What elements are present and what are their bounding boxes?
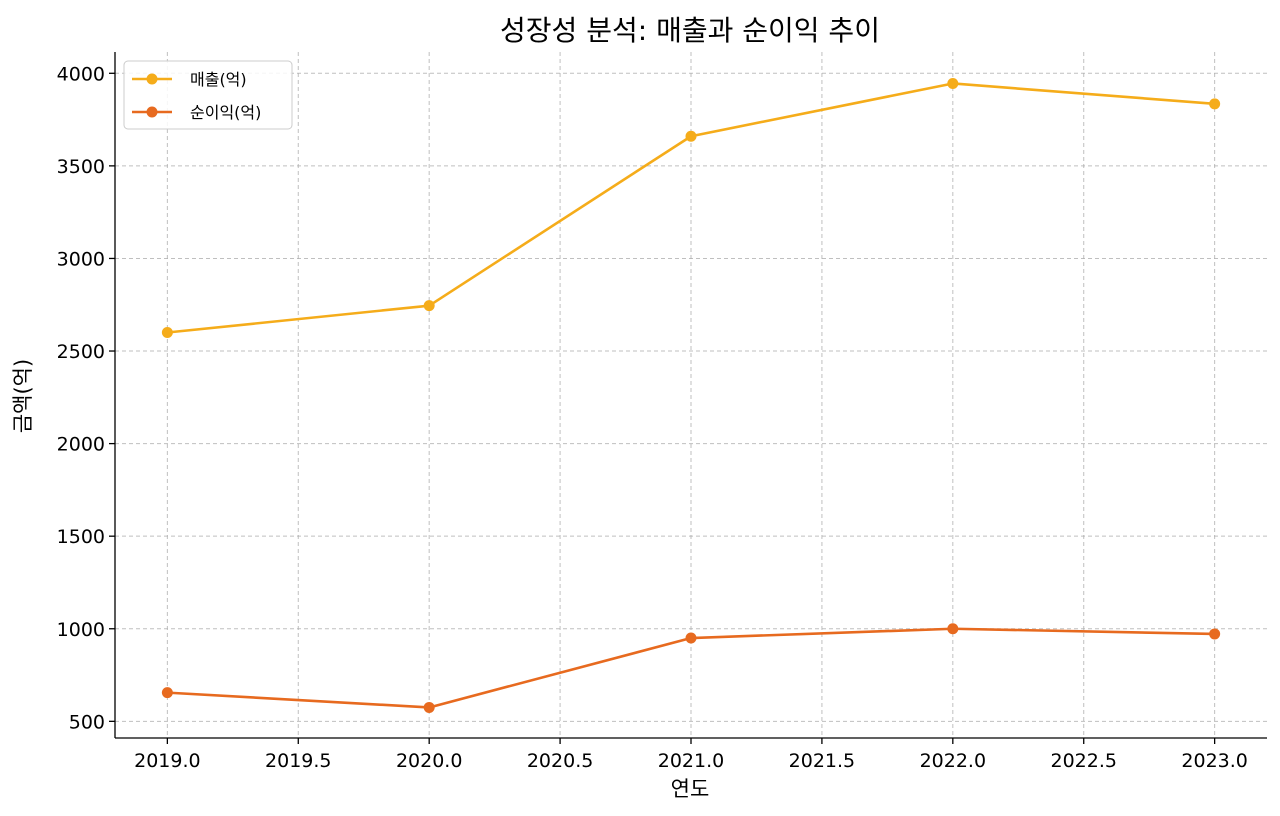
x-axis-label: 연도 — [671, 777, 710, 801]
x-tick-label: 2020.5 — [527, 750, 593, 772]
data-point-net-income — [947, 623, 959, 635]
chart-title: 성장성 분석: 매출과 순이익 추이 — [500, 14, 880, 47]
legend-label-net-income: 순이익(억) — [190, 103, 261, 122]
grid — [115, 52, 1267, 738]
data-point-net-income — [161, 687, 173, 699]
x-tick-label: 2022.5 — [1050, 750, 1116, 772]
y-tick-label: 3000 — [57, 248, 105, 270]
y-tick-label: 1000 — [57, 619, 105, 641]
x-tick-label: 2019.0 — [134, 750, 200, 772]
x-tick-label: 2023.0 — [1181, 750, 1247, 772]
axes: 2019.0 2019.5 2020.0 2020.5 2021.0 2021.5 2022… — [57, 52, 1267, 772]
data-point-net-income — [685, 632, 697, 644]
legend: 매출(억) 순이익(억) — [123, 60, 293, 130]
y-tick-label: 1500 — [57, 526, 105, 548]
data-point-revenue — [947, 77, 959, 89]
y-tick-label: 2000 — [57, 434, 105, 456]
data-point-revenue — [423, 300, 435, 312]
y-tick-label: 500 — [69, 711, 105, 733]
x-tick-label: 2019.5 — [265, 750, 331, 772]
data-point-revenue — [1209, 98, 1221, 110]
x-tick-label: 2022.0 — [920, 750, 986, 772]
x-tick-label: 2020.0 — [396, 750, 462, 772]
legend-marker-net-income — [146, 106, 158, 118]
x-tick-label: 2021.5 — [789, 750, 855, 772]
series — [161, 77, 1221, 713]
x-tick-label: 2021.0 — [658, 750, 724, 772]
legend-marker-revenue — [146, 73, 158, 85]
data-point-net-income — [423, 701, 435, 713]
data-point-revenue — [685, 130, 697, 142]
y-tick-label: 3500 — [57, 156, 105, 178]
y-tick-label: 4000 — [57, 63, 105, 85]
y-tick-label: 2500 — [57, 341, 105, 363]
data-point-net-income — [1209, 628, 1221, 640]
data-point-revenue — [161, 327, 173, 339]
y-axis-label: 금액(억) — [11, 359, 35, 433]
legend-label-revenue: 매출(억) — [190, 70, 247, 89]
